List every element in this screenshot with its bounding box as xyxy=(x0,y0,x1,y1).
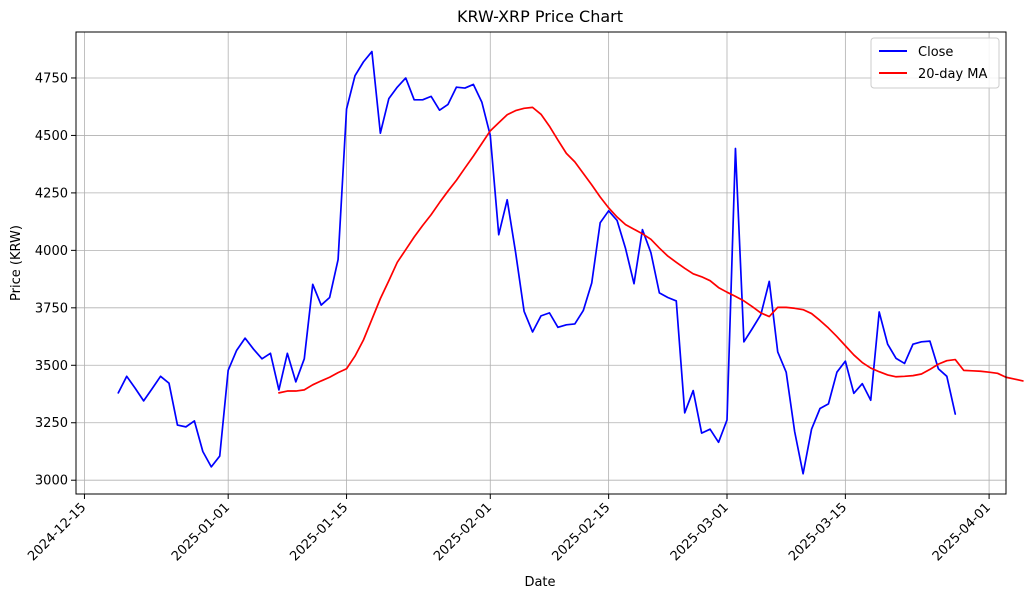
y-tick-label: 4500 xyxy=(35,129,68,144)
y-tick-label: 4000 xyxy=(35,244,68,259)
y-axis-ticks: 3000 3250 3500 3750 4000 4250 4500 4750 xyxy=(35,71,76,489)
y-tick-label: 3000 xyxy=(35,474,68,489)
y-tick-label: 3500 xyxy=(35,359,68,374)
y-tick-label: 4750 xyxy=(35,71,68,86)
y-axis-label: Price (KRW) xyxy=(9,225,24,301)
series-line-close xyxy=(117,50,957,475)
y-tick-label: 3250 xyxy=(35,416,68,431)
legend: Close 20-day MA xyxy=(870,37,1000,89)
legend-label-ma: 20-day MA xyxy=(918,67,987,82)
y-tick-label: 4250 xyxy=(35,186,68,201)
legend-label-close: Close xyxy=(918,45,953,60)
plot-series xyxy=(117,50,1024,475)
plot-frame xyxy=(75,31,1007,495)
series-line-ma xyxy=(278,106,1024,394)
x-axis-label: Date xyxy=(524,575,555,590)
y-tick-label: 3750 xyxy=(35,301,68,316)
chart-title: KRW-XRP Price Chart xyxy=(457,7,623,26)
